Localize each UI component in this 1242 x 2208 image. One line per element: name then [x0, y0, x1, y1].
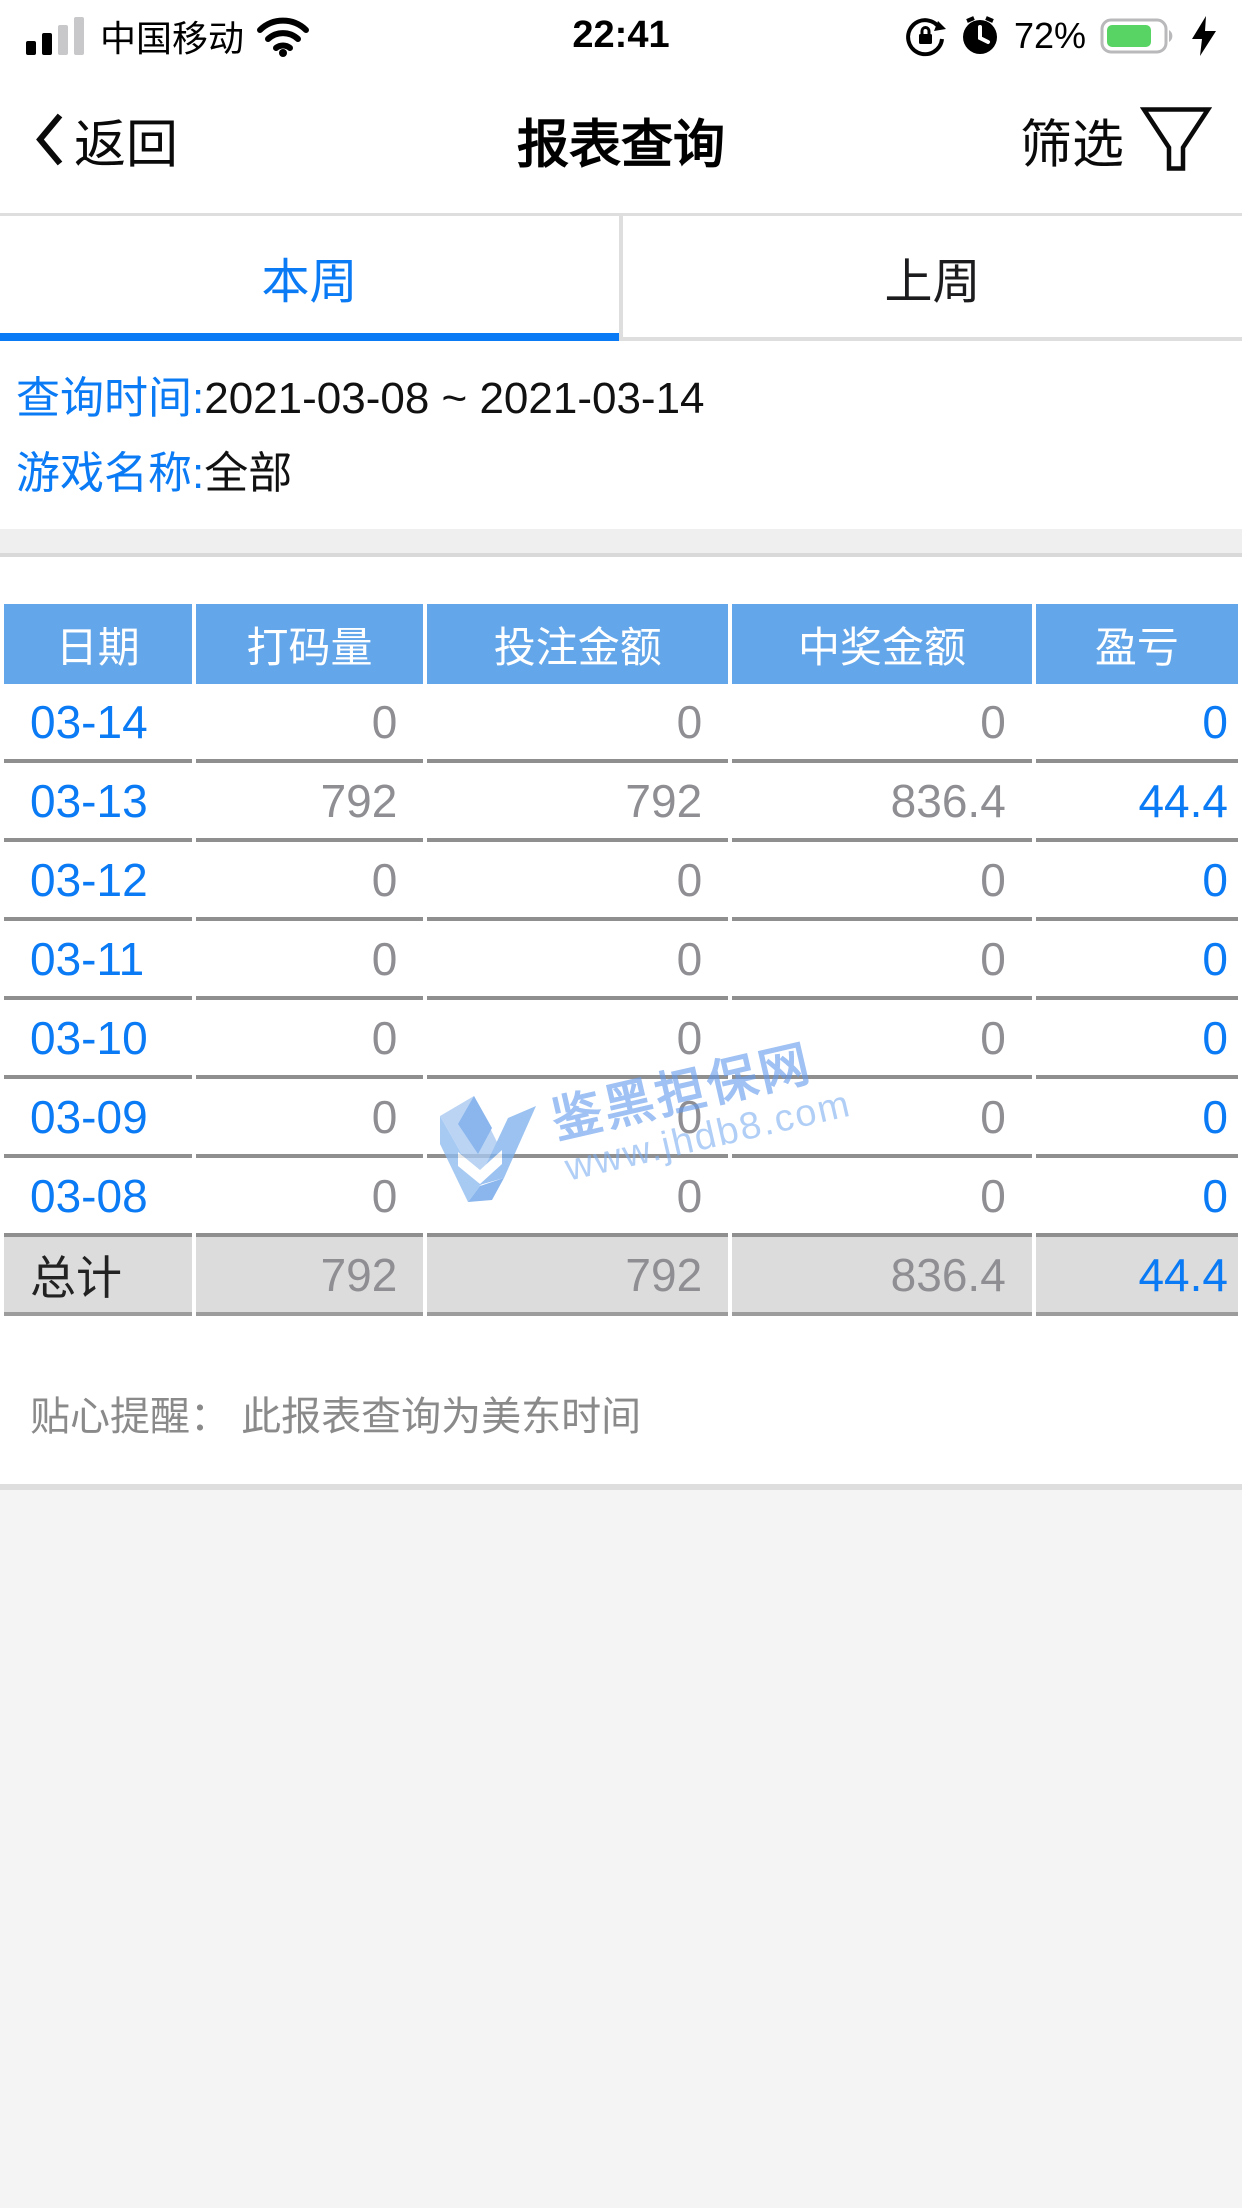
- date-cell[interactable]: 03-11: [4, 921, 192, 1000]
- value-cell: 0: [427, 1079, 729, 1158]
- table-row: 03-08 0 0 0 0: [4, 1158, 1238, 1237]
- funnel-filter-icon: [1140, 106, 1212, 174]
- profit-cell: 44.4: [1035, 763, 1238, 842]
- tab-last-week[interactable]: 上周: [619, 216, 1242, 341]
- page-title: 报表查询: [516, 116, 726, 174]
- tab-this-week[interactable]: 本周: [0, 216, 619, 341]
- nav-bar: 返回 报表查询 筛选: [0, 66, 1242, 213]
- status-bar: 中国移动 22:41 72%: [0, 0, 1242, 66]
- profit-cell: 0: [1035, 1000, 1238, 1079]
- charging-bolt-icon: [1192, 16, 1216, 56]
- value-cell: 0: [427, 842, 729, 921]
- week-tabs: 本周 上周: [0, 213, 1242, 341]
- footer-note: 贴心提醒： 此报表查询为美东时间: [0, 1352, 1242, 1484]
- rotation-lock-icon: [904, 15, 946, 57]
- total-value-cell: 792: [195, 1237, 424, 1316]
- profit-cell: 0: [1035, 684, 1238, 763]
- game-name-value: 全部: [204, 449, 293, 498]
- column-header: 打码量: [195, 604, 424, 684]
- profit-cell: 0: [1035, 1079, 1238, 1158]
- report-table: 日期 打码量 投注金额 中奖金额 盈亏 03-14 0 0 0 0 03-13 792 792 836.…: [0, 604, 1242, 1316]
- wifi-icon: [256, 15, 310, 57]
- total-value-cell: 792: [427, 1237, 729, 1316]
- back-button[interactable]: 返回: [34, 102, 178, 177]
- section-divider-strip: [0, 529, 1242, 557]
- column-header: 日期: [4, 604, 192, 684]
- value-cell: 0: [195, 1079, 424, 1158]
- date-cell[interactable]: 03-08: [4, 1158, 192, 1237]
- table-row: 03-14 0 0 0 0: [4, 684, 1238, 763]
- table-header-row: 日期 打码量 投注金额 中奖金额 盈亏: [4, 604, 1238, 684]
- query-time-line: 查询时间:2021-03-08 ~ 2021-03-14: [16, 368, 1226, 430]
- chevron-left-icon: [34, 111, 64, 169]
- game-name-label: 游戏名称:: [16, 449, 205, 498]
- value-cell: 0: [732, 842, 1032, 921]
- battery-icon: [1100, 16, 1178, 56]
- total-row: 总计 792 792 836.4 44.4: [4, 1237, 1238, 1316]
- back-label: 返回: [74, 116, 179, 174]
- battery-percent-label: 72%: [1013, 15, 1086, 56]
- value-cell: 792: [427, 763, 729, 842]
- value-cell: 792: [195, 763, 424, 842]
- value-cell: 0: [195, 1158, 424, 1237]
- value-cell: 0: [195, 684, 424, 763]
- value-cell: 0: [427, 921, 729, 1000]
- value-cell: 0: [195, 842, 424, 921]
- date-cell[interactable]: 03-09: [4, 1079, 192, 1158]
- total-value-cell: 836.4: [732, 1237, 1032, 1316]
- query-time-value: 2021-03-08 ~ 2021-03-14: [204, 374, 705, 423]
- value-cell: 0: [427, 684, 729, 763]
- date-cell[interactable]: 03-14: [4, 684, 192, 763]
- column-header: 盈亏: [1035, 604, 1238, 684]
- table-row: 03-12 0 0 0 0: [4, 842, 1238, 921]
- value-cell: 0: [732, 1158, 1032, 1237]
- cell-signal-icon: [26, 16, 88, 56]
- column-header: 投注金额: [427, 604, 729, 684]
- total-profit-cell: 44.4: [1035, 1237, 1238, 1316]
- value-cell: 0: [427, 1158, 729, 1237]
- filter-label: 筛选: [1019, 116, 1124, 174]
- profit-cell: 0: [1035, 921, 1238, 1000]
- value-cell: 0: [427, 1000, 729, 1079]
- value-cell: 0: [732, 1079, 1032, 1158]
- query-time-label: 查询时间:: [16, 374, 205, 423]
- bottom-background: [0, 1484, 1242, 2208]
- value-cell: 0: [195, 1000, 424, 1079]
- date-cell[interactable]: 03-13: [4, 763, 192, 842]
- profit-cell: 0: [1035, 1158, 1238, 1237]
- column-header: 中奖金额: [732, 604, 1032, 684]
- table-row: 03-11 0 0 0 0: [4, 921, 1238, 1000]
- value-cell: 0: [732, 684, 1032, 763]
- table-row: 03-09 0 0 0 0: [4, 1079, 1238, 1158]
- date-cell[interactable]: 03-12: [4, 842, 192, 921]
- carrier-label: 中国移动: [100, 18, 245, 59]
- filter-button[interactable]: 筛选: [1020, 102, 1212, 177]
- report-table-body: 03-14 0 0 0 0 03-13 792 792 836.4 44.4 03-12 0 0 0 0 03…: [4, 684, 1238, 1237]
- table-row: 03-10 0 0 0 0: [4, 1000, 1238, 1079]
- value-cell: 836.4: [732, 763, 1032, 842]
- total-label: 总计: [4, 1237, 192, 1316]
- query-info: 查询时间:2021-03-08 ~ 2021-03-14 游戏名称:全部: [0, 344, 1242, 529]
- value-cell: 0: [732, 921, 1032, 1000]
- profit-cell: 0: [1035, 842, 1238, 921]
- alarm-clock-icon: [960, 16, 1000, 56]
- date-cell[interactable]: 03-10: [4, 1000, 192, 1079]
- game-name-line: 游戏名称:全部: [16, 443, 1226, 505]
- clock-time: 22:41: [572, 14, 670, 57]
- value-cell: 0: [195, 921, 424, 1000]
- value-cell: 0: [732, 1000, 1032, 1079]
- table-row: 03-13 792 792 836.4 44.4: [4, 763, 1238, 842]
